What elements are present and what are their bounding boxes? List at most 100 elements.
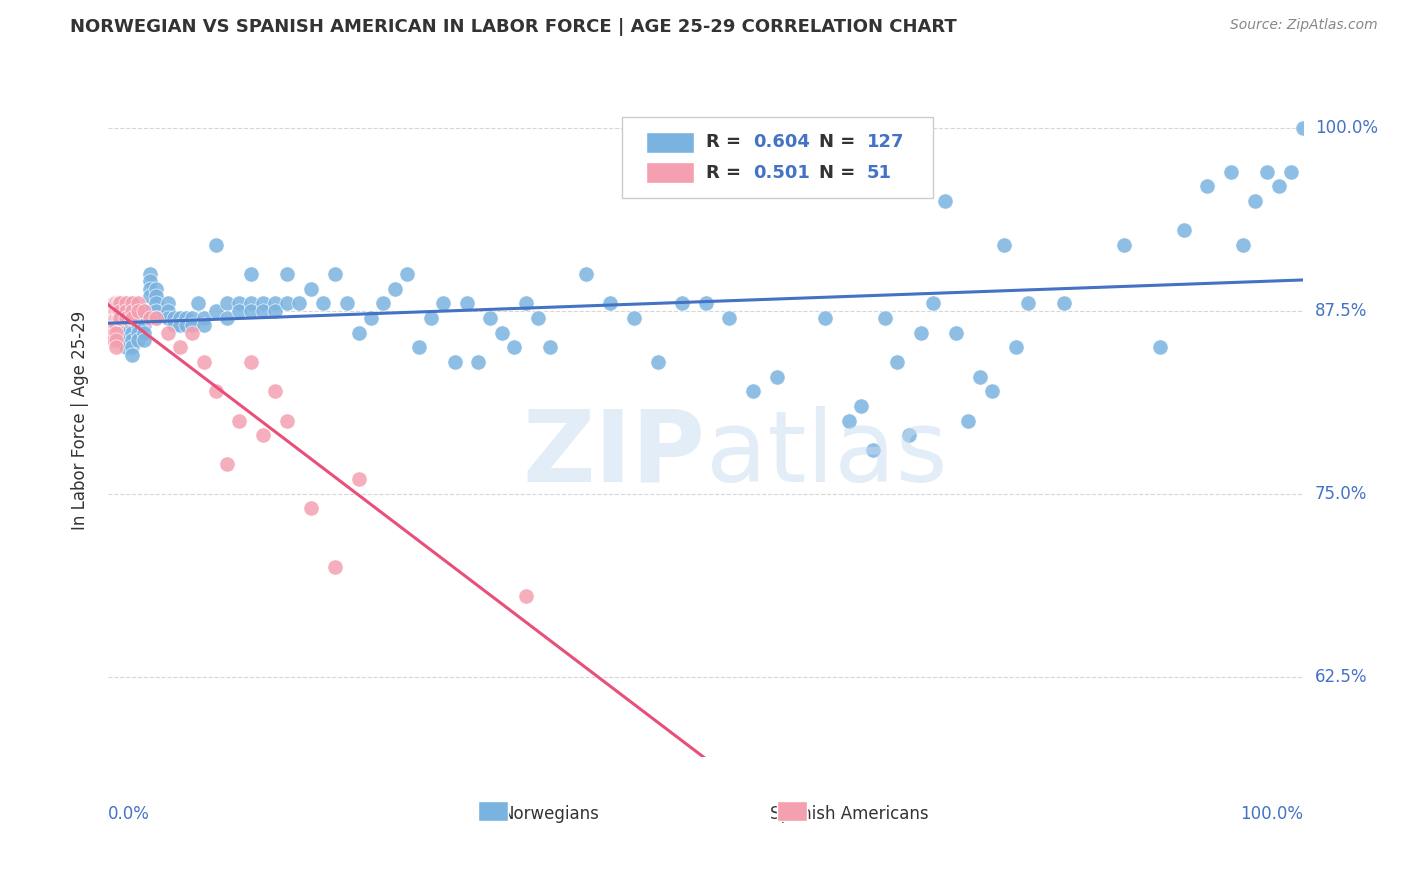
Point: [115, 340, 138, 354]
Point: [981, 384, 1004, 399]
Point: [156, 311, 179, 326]
Point: [1244, 194, 1267, 208]
Point: [163, 318, 186, 333]
Point: [204, 384, 226, 399]
Point: [395, 267, 418, 281]
Point: [599, 296, 621, 310]
Point: [139, 289, 162, 303]
Point: [145, 311, 167, 326]
Point: [742, 384, 765, 399]
Point: [104, 303, 127, 318]
Point: [193, 318, 215, 333]
Point: [910, 326, 932, 340]
Point: [695, 296, 717, 310]
Point: [108, 296, 131, 310]
Point: [252, 428, 274, 442]
Point: [288, 296, 311, 310]
Point: [174, 318, 197, 333]
Point: [127, 326, 149, 340]
Point: [139, 274, 162, 288]
Point: [145, 289, 167, 303]
Point: [121, 340, 143, 354]
Text: N =: N =: [820, 133, 862, 152]
Point: [240, 303, 263, 318]
Point: [264, 303, 287, 318]
Point: [121, 318, 143, 333]
Text: Norwegians: Norwegians: [501, 805, 599, 822]
Point: [127, 318, 149, 333]
Point: [276, 413, 298, 427]
Text: Spanish Americans: Spanish Americans: [769, 805, 928, 822]
Text: 62.5%: 62.5%: [1315, 668, 1368, 686]
Point: [121, 296, 143, 310]
Point: [121, 303, 143, 318]
Point: [169, 318, 191, 333]
Point: [849, 399, 872, 413]
Point: [104, 296, 127, 310]
Point: [132, 311, 155, 326]
Point: [127, 333, 149, 347]
Point: [108, 311, 131, 326]
FancyBboxPatch shape: [645, 161, 693, 184]
Point: [252, 303, 274, 318]
Point: [252, 296, 274, 310]
Point: [240, 296, 263, 310]
Point: [132, 326, 155, 340]
Point: [127, 311, 149, 326]
Point: [240, 267, 263, 281]
Point: [312, 296, 335, 310]
Point: [1112, 237, 1135, 252]
Point: [623, 311, 645, 326]
Point: [115, 303, 138, 318]
Point: [323, 560, 346, 574]
Point: [108, 303, 131, 318]
Point: [957, 413, 980, 427]
Point: [515, 296, 537, 310]
Point: [384, 282, 406, 296]
Text: Source: ZipAtlas.com: Source: ZipAtlas.com: [1230, 18, 1378, 32]
Point: [145, 303, 167, 318]
Point: [217, 311, 239, 326]
Point: [934, 194, 956, 208]
Point: [107, 296, 129, 310]
Point: [873, 311, 896, 326]
Point: [1292, 120, 1315, 135]
Text: 87.5%: 87.5%: [1315, 301, 1368, 319]
Point: [1256, 164, 1278, 178]
Point: [371, 296, 394, 310]
Text: 0.604: 0.604: [754, 133, 810, 152]
Point: [127, 303, 149, 318]
Point: [115, 296, 138, 310]
Point: [217, 296, 239, 310]
Point: [103, 333, 125, 347]
Text: 127: 127: [868, 133, 904, 152]
Point: [419, 311, 441, 326]
Point: [491, 326, 513, 340]
Point: [921, 296, 943, 310]
Point: [139, 267, 162, 281]
Point: [1053, 296, 1076, 310]
Point: [886, 355, 908, 369]
Point: [187, 296, 209, 310]
Point: [575, 267, 598, 281]
Y-axis label: In Labor Force | Age 25-29: In Labor Force | Age 25-29: [72, 311, 89, 530]
Point: [103, 311, 125, 326]
Text: 75.0%: 75.0%: [1315, 484, 1368, 503]
Point: [479, 311, 502, 326]
Point: [132, 333, 155, 347]
Point: [766, 369, 789, 384]
Point: [180, 318, 202, 333]
FancyBboxPatch shape: [778, 801, 807, 822]
Point: [107, 311, 129, 326]
Point: [115, 311, 138, 326]
Point: [945, 326, 967, 340]
Point: [108, 303, 131, 318]
Point: [862, 442, 884, 457]
Point: [814, 311, 837, 326]
Point: [115, 333, 138, 347]
Point: [169, 340, 191, 354]
Text: N =: N =: [820, 163, 862, 182]
Point: [127, 303, 149, 318]
Point: [115, 296, 138, 310]
FancyBboxPatch shape: [621, 118, 932, 198]
